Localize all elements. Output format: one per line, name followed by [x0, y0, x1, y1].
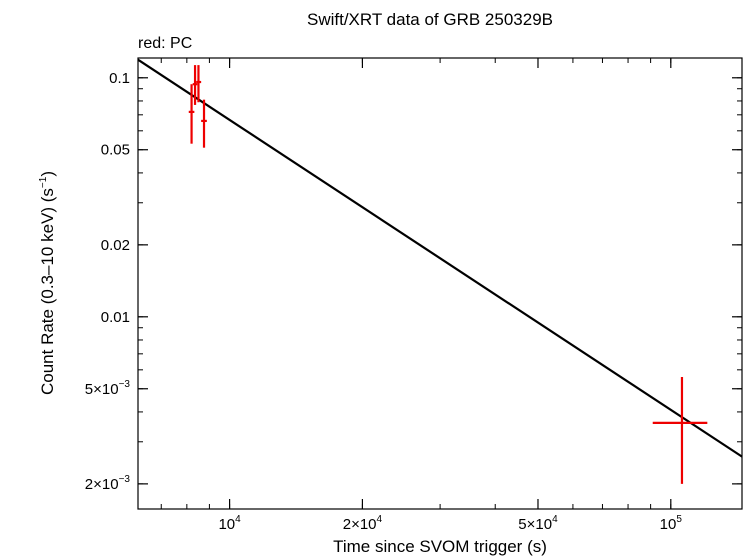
chart-title: Swift/XRT data of GRB 250329B	[307, 10, 553, 29]
x-tick-label-exponent: 4	[235, 514, 241, 525]
x-tick-label-exponent: 4	[377, 514, 383, 525]
y-axis-label-end: )	[38, 171, 57, 177]
data-point	[192, 65, 198, 105]
x-tick-label-mantissa: 10	[218, 516, 235, 533]
y-tick-label: 0.05	[101, 142, 130, 159]
y-tick-label: 2×10−3	[85, 474, 131, 493]
y-tick-label-mantissa: 2×10	[85, 476, 119, 493]
x-tick-label-exponent: 5	[676, 514, 682, 525]
data-point	[201, 99, 207, 148]
data-point	[188, 84, 195, 144]
y-tick-label-mantissa: 0.05	[101, 142, 130, 159]
data-point	[652, 376, 708, 484]
model-line	[137, 58, 743, 458]
y-axis-label: Count Rate (0.3–10 keV) (s−1)	[38, 171, 57, 395]
y-ticks: 0.10.050.020.015×10−32×10−3	[85, 70, 742, 493]
x-tick-label-exponent: 4	[552, 514, 558, 525]
data-points	[188, 65, 708, 484]
x-tick-label-mantissa: 5×10	[518, 516, 552, 533]
y-tick-label: 5×10−3	[85, 379, 131, 398]
x-tick-label: 5×104	[518, 514, 558, 533]
x-axis-label: Time since SVOM trigger (s)	[333, 537, 547, 556]
y-tick-label-mantissa: 0.02	[101, 237, 130, 254]
x-tick-label-mantissa: 10	[660, 516, 677, 533]
x-tick-label: 104	[218, 514, 241, 533]
y-tick-label-mantissa: 5×10	[85, 381, 119, 398]
y-tick-label-mantissa: 0.1	[109, 70, 130, 87]
x-ticks: 104 2×104 5×104 105	[218, 58, 682, 533]
y-tick-label: 0.01	[101, 309, 130, 326]
x-tick-label: 105	[660, 514, 683, 533]
y-axis-label-sup: −1	[38, 176, 49, 188]
y-minor-ticks	[138, 77, 742, 485]
x-tick-label: 2×104	[343, 514, 383, 533]
y-tick-label: 0.02	[101, 237, 130, 254]
plot-frame	[137, 57, 743, 510]
y-tick-label-exponent: −3	[119, 474, 131, 485]
y-tick-label-exponent: −3	[119, 379, 131, 390]
chart-subtitle: red: PC	[138, 35, 192, 52]
y-tick-label-mantissa: 0.01	[101, 309, 130, 326]
data-point	[196, 65, 202, 103]
x-tick-label-mantissa: 2×10	[343, 516, 377, 533]
y-axis-label-main: Count Rate (0.3–10 keV) (s	[38, 188, 57, 395]
y-tick-label: 0.1	[109, 70, 130, 87]
